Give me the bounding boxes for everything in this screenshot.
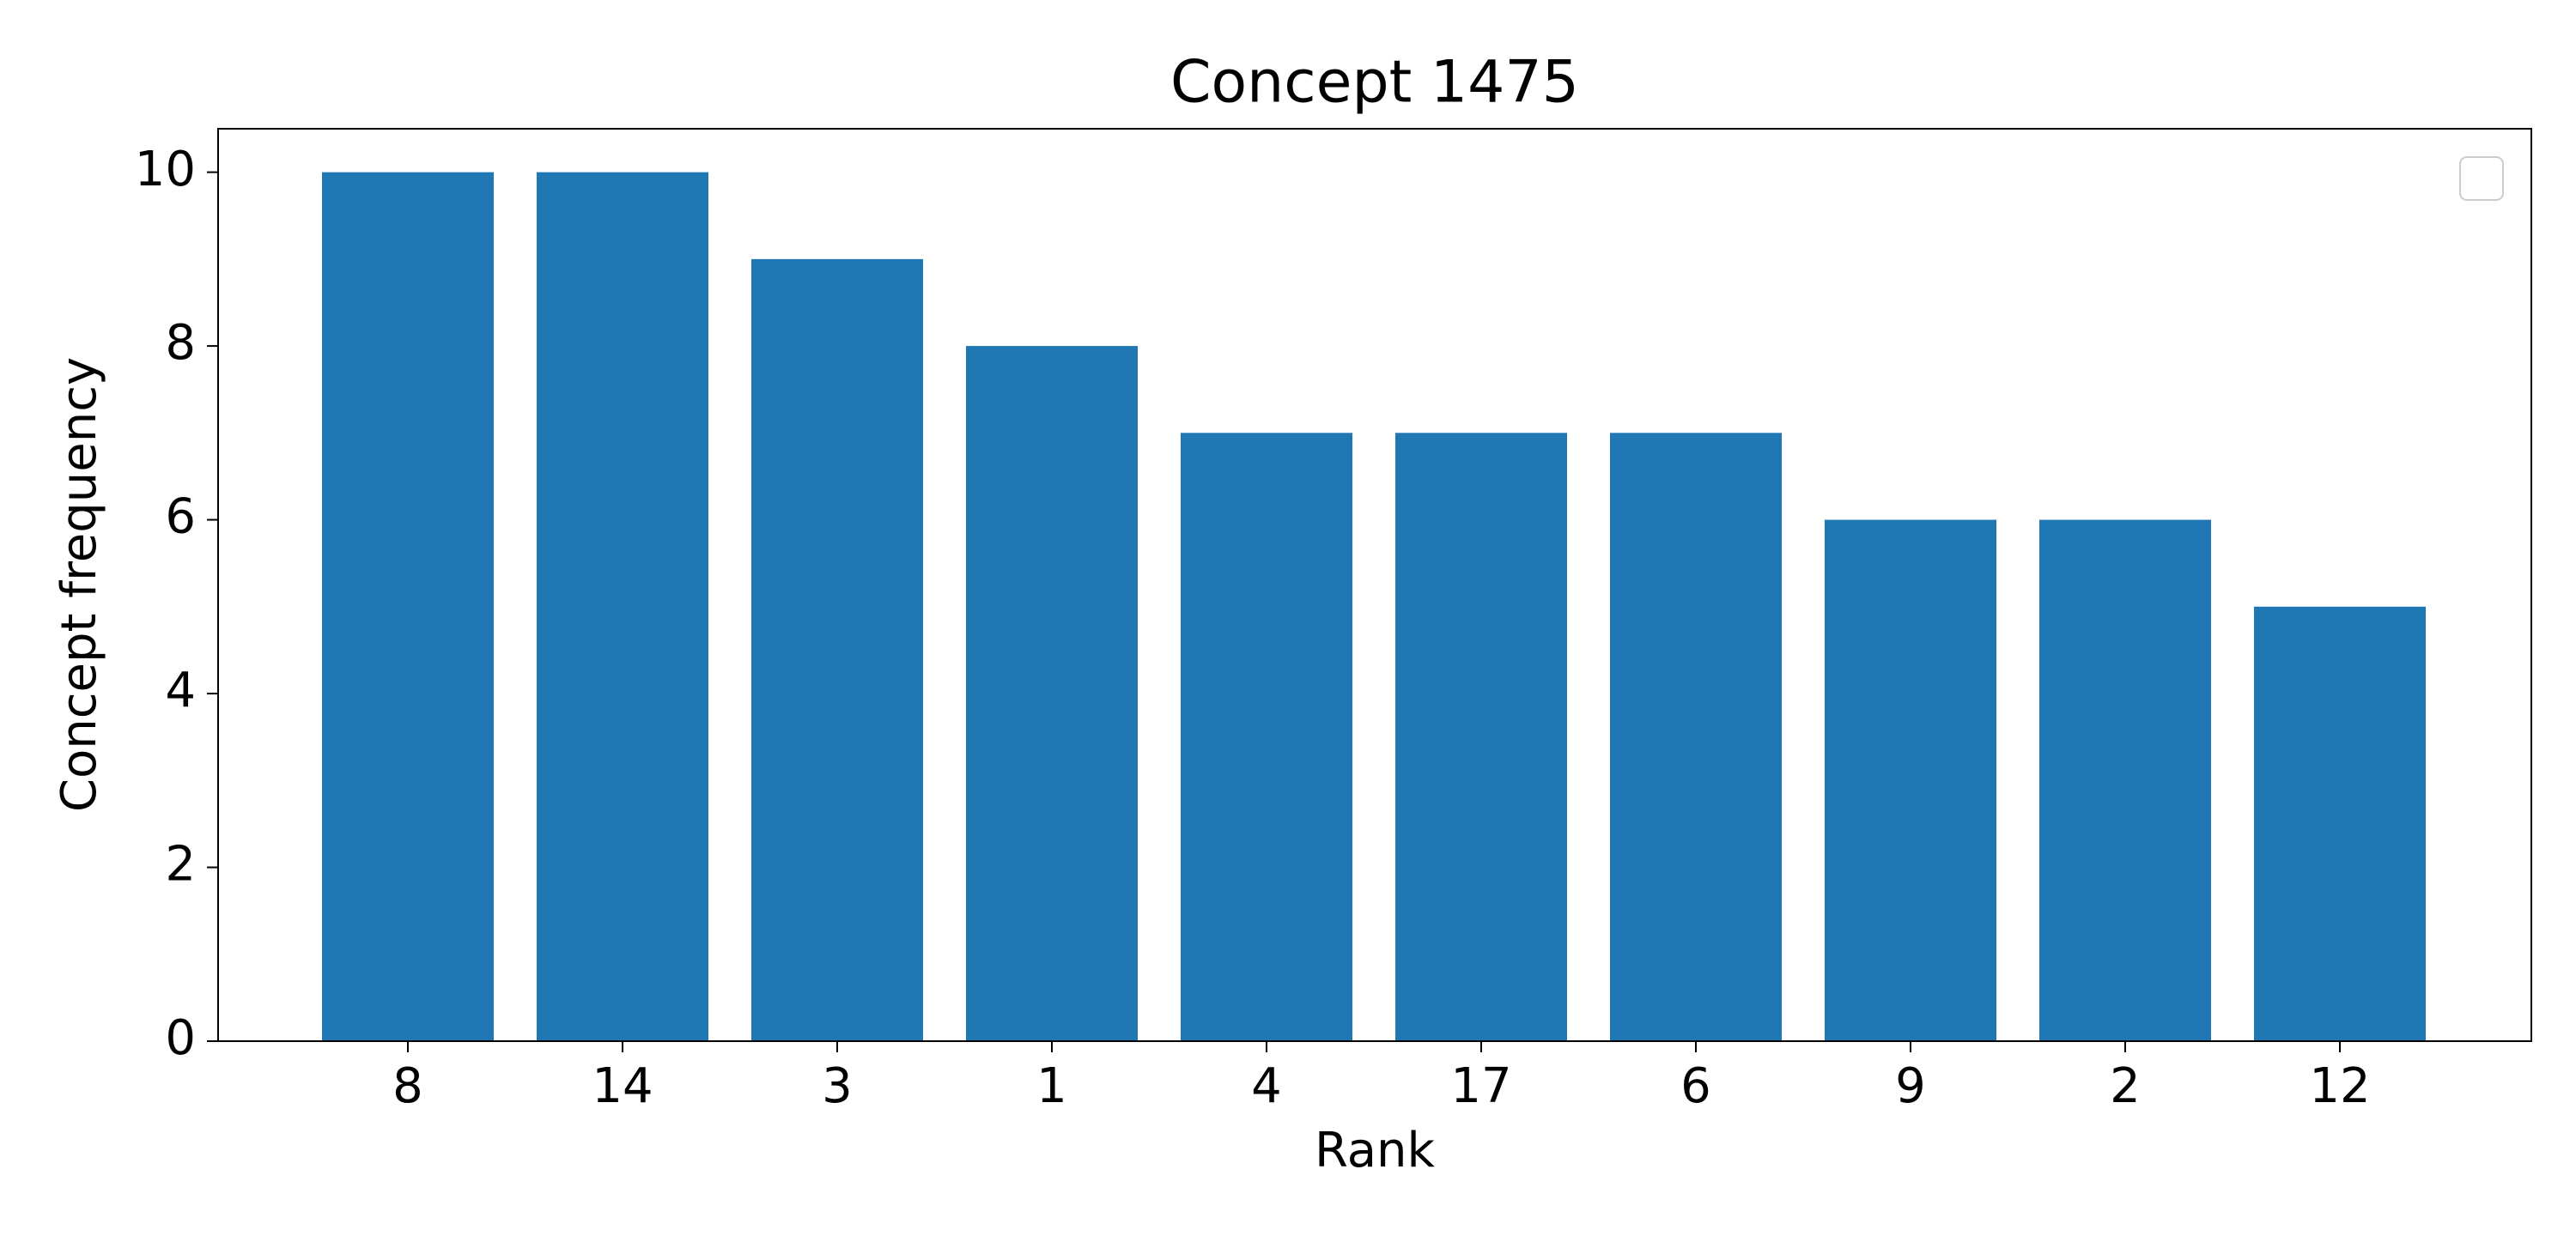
x-tick-label: 8 — [392, 1058, 423, 1114]
chart-title: Concept 1475 — [1170, 49, 1579, 117]
x-tick-label: 14 — [592, 1058, 653, 1114]
y-tick-label: 0 — [165, 1010, 196, 1066]
bar — [322, 172, 494, 1042]
x-tick-label: 17 — [1450, 1058, 1511, 1114]
y-tick-label: 4 — [165, 663, 196, 718]
x-tick-label: 3 — [822, 1058, 853, 1114]
x-tick-label: 12 — [2309, 1058, 2370, 1114]
bar — [751, 258, 923, 1041]
bar — [2254, 606, 2426, 1041]
bar — [1825, 519, 1996, 1041]
bar — [1395, 433, 1567, 1041]
bar — [966, 346, 1138, 1042]
x-tick-label: 6 — [1680, 1058, 1711, 1114]
y-tick-label: 10 — [135, 142, 196, 197]
y-tick-label: 8 — [165, 315, 196, 371]
bar — [1610, 433, 1782, 1041]
x-tick-label: 2 — [2110, 1058, 2141, 1114]
y-tick-label: 2 — [165, 837, 196, 893]
bar — [2039, 519, 2211, 1041]
y-tick-label: 6 — [165, 489, 196, 545]
plot-frame — [217, 128, 2532, 1042]
x-tick-label: 1 — [1036, 1058, 1067, 1114]
x-axis-label: Rank — [1315, 1123, 1435, 1178]
bar — [537, 172, 708, 1042]
x-tick-label: 4 — [1251, 1058, 1282, 1114]
legend — [2459, 156, 2504, 201]
bar — [1181, 433, 1352, 1041]
y-axis-label: Concept frequency — [52, 357, 107, 812]
x-tick-label: 9 — [1895, 1058, 1926, 1114]
